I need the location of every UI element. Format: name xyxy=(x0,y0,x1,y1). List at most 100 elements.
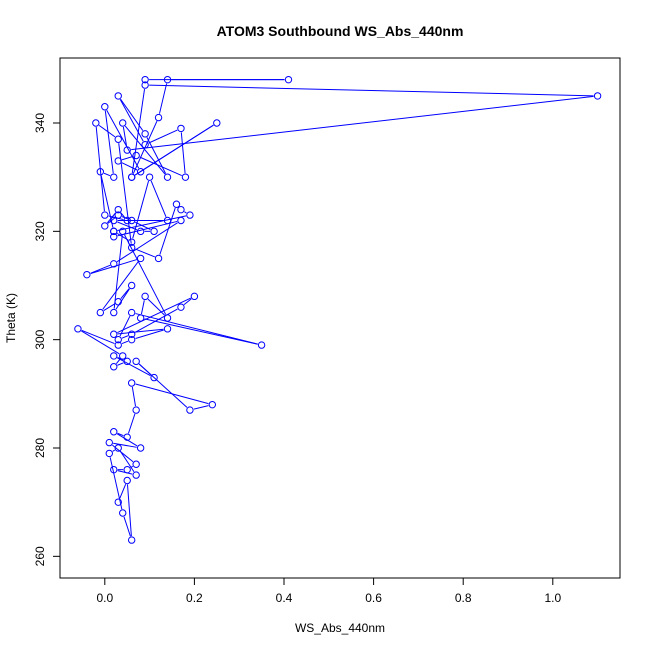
series-segment xyxy=(134,124,214,176)
data-point xyxy=(127,308,136,317)
series-segment xyxy=(120,288,130,299)
series-segment xyxy=(127,484,132,537)
series-segment xyxy=(119,484,127,499)
data-point xyxy=(141,81,149,89)
x-axis: 0.0 0.2 0.4 0.6 0.8 1.0 xyxy=(96,577,561,605)
data-point xyxy=(123,476,131,485)
data-point xyxy=(141,75,149,84)
series-segment xyxy=(116,222,178,263)
series-segment xyxy=(134,308,178,333)
series-segment xyxy=(115,358,121,364)
series-segment xyxy=(147,298,165,316)
x-tick-label: 0.0 xyxy=(96,591,113,605)
series-segment xyxy=(121,156,133,161)
data-point xyxy=(163,216,172,225)
data-point xyxy=(74,325,82,333)
series-segment xyxy=(132,180,150,239)
series-segment xyxy=(121,162,138,171)
series-segment xyxy=(158,83,168,114)
series-segment xyxy=(109,457,123,510)
y-tick-label: 260 xyxy=(33,546,47,566)
series-segment xyxy=(90,264,111,274)
data-point xyxy=(213,119,221,127)
y-axis: 260 280 300 320 340 xyxy=(33,113,61,566)
y-tick-label: 320 xyxy=(33,221,47,241)
data-point xyxy=(132,357,140,366)
series-segment xyxy=(183,298,192,306)
series-segment xyxy=(193,405,209,410)
data-point xyxy=(127,330,136,338)
data-point xyxy=(150,373,158,382)
data-point xyxy=(114,298,122,306)
data-point xyxy=(127,335,136,344)
data-point xyxy=(593,92,602,100)
data-point xyxy=(114,205,122,214)
data-point xyxy=(186,406,194,414)
data-point xyxy=(114,341,122,349)
data-point xyxy=(110,363,118,371)
x-tick-label: 0.4 xyxy=(276,591,293,605)
data-point xyxy=(92,119,100,127)
series-segment xyxy=(159,207,176,255)
data-point xyxy=(127,238,136,246)
data-point xyxy=(110,308,118,317)
data-point xyxy=(136,314,145,322)
data-point xyxy=(96,168,105,176)
series-segment xyxy=(117,215,187,231)
data-series xyxy=(74,75,602,544)
data-point xyxy=(110,227,118,236)
data-point xyxy=(163,173,172,181)
data-point xyxy=(150,227,158,236)
data-point xyxy=(114,498,122,506)
series-segment xyxy=(127,413,136,434)
data-point xyxy=(154,113,163,122)
data-point xyxy=(110,260,118,268)
data-point xyxy=(136,444,145,452)
data-point xyxy=(101,222,109,230)
series-segment xyxy=(117,328,164,335)
data-point xyxy=(110,173,118,181)
data-point xyxy=(284,75,293,84)
data-point xyxy=(127,216,136,225)
series-segment xyxy=(112,449,116,452)
data-point xyxy=(177,216,185,225)
x-tick-label: 1.0 xyxy=(544,591,561,605)
data-point xyxy=(132,460,140,468)
series-segment xyxy=(144,318,258,345)
series-segment xyxy=(113,442,137,448)
series-segment xyxy=(104,110,114,174)
series-segment xyxy=(135,248,156,258)
data-point xyxy=(181,173,190,181)
data-point xyxy=(114,92,122,100)
x-tick-label: 0.8 xyxy=(455,591,472,605)
data-point xyxy=(110,216,118,225)
series-segment xyxy=(135,383,209,405)
data-point xyxy=(132,151,140,160)
data-point xyxy=(172,200,181,208)
series-segment xyxy=(117,432,124,437)
data-point xyxy=(123,146,131,154)
data-point xyxy=(83,270,91,279)
data-point xyxy=(186,211,194,219)
data-point xyxy=(163,75,172,84)
series-segment xyxy=(131,386,137,407)
data-point xyxy=(119,509,127,517)
series-segment xyxy=(120,98,144,131)
data-point xyxy=(110,352,118,360)
data-point xyxy=(127,243,136,252)
series-segment xyxy=(122,126,128,147)
data-point xyxy=(154,254,163,263)
data-point xyxy=(136,227,145,236)
y-tick-label: 280 xyxy=(33,438,47,458)
series-segment xyxy=(117,221,138,231)
data-point xyxy=(127,536,136,544)
series-segment xyxy=(121,335,129,339)
data-point xyxy=(145,173,154,181)
series-segment xyxy=(81,329,115,345)
data-point xyxy=(163,325,172,333)
data-point xyxy=(101,211,109,219)
data-point xyxy=(123,465,131,474)
x-axis-label: WS_Abs_440nm xyxy=(295,621,385,635)
series-segment xyxy=(98,124,116,138)
data-point xyxy=(119,227,127,236)
